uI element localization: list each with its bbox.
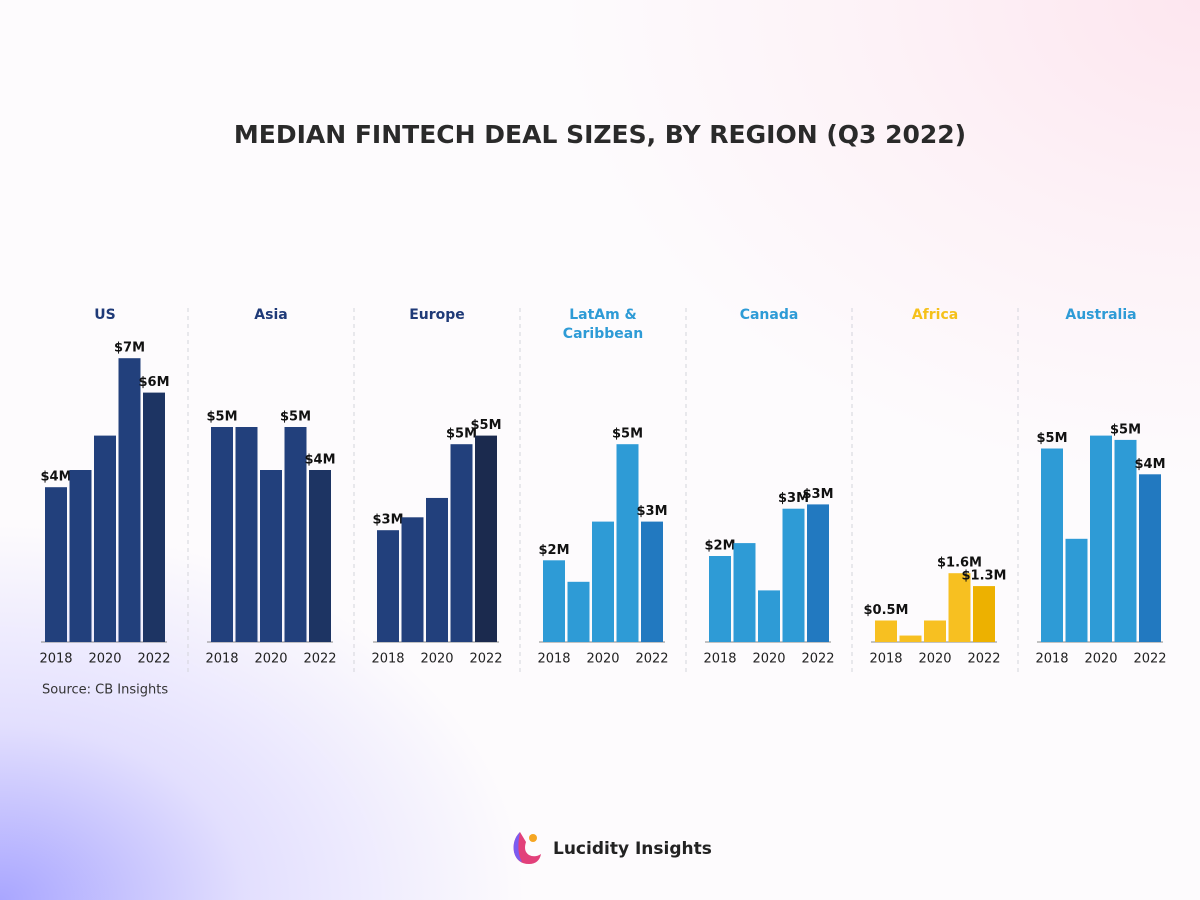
x-tick-label: 2022 <box>469 652 502 667</box>
bar <box>758 590 780 642</box>
panel-title: Africa <box>911 307 959 323</box>
panel-title: LatAm & Caribbean <box>562 307 644 342</box>
chart-title: MEDIAN FINTECH DEAL SIZES, BY REGION (Q3… <box>234 120 966 149</box>
bar <box>733 543 756 642</box>
x-tick-label: 2020 <box>88 652 121 667</box>
value-label: $3M <box>802 487 833 502</box>
value-label: $5M <box>206 410 237 425</box>
bar <box>973 586 995 642</box>
bar <box>1041 448 1063 642</box>
value-label: $3M <box>636 504 667 519</box>
logo-dot <box>529 834 537 842</box>
x-tick-label: 2018 <box>869 652 902 667</box>
bar <box>45 487 67 642</box>
bar <box>284 427 307 642</box>
x-tick-label: 2022 <box>1133 652 1166 667</box>
value-label: $5M <box>280 410 311 425</box>
x-tick-label: 2022 <box>137 652 170 667</box>
brand: Lucidity Insights <box>553 839 712 859</box>
x-tick-label: 2020 <box>918 652 951 667</box>
panel-title: US <box>94 307 116 323</box>
bar <box>426 497 448 642</box>
bar <box>260 470 282 642</box>
value-label: $5M <box>612 427 643 442</box>
bar <box>567 581 590 642</box>
bar <box>118 358 141 642</box>
value-label: $1.6M <box>937 556 982 571</box>
bar <box>211 427 233 642</box>
value-label: $3M <box>372 513 403 528</box>
bar <box>475 435 497 642</box>
bar <box>641 521 663 642</box>
bar <box>1065 538 1088 642</box>
source: Source: CB Insights <box>42 683 168 698</box>
value-label: $4M <box>304 453 335 468</box>
bar <box>782 508 805 642</box>
panel-title: Europe <box>409 307 465 323</box>
bar <box>235 427 258 642</box>
x-tick-label: 2022 <box>967 652 1000 667</box>
bar <box>1139 474 1161 642</box>
x-tick-label: 2022 <box>635 652 668 667</box>
bar <box>401 517 424 642</box>
logo-mark <box>513 832 541 864</box>
x-tick-label: 2018 <box>537 652 570 667</box>
panel-title: Canada <box>739 307 799 323</box>
bar <box>709 556 731 642</box>
x-tick-label: 2022 <box>801 652 834 667</box>
x-tick-label: 2018 <box>703 652 736 667</box>
value-label: $3M <box>778 491 809 506</box>
bar <box>924 620 946 642</box>
logo-mark-shade <box>513 832 522 862</box>
value-label: $1.3M <box>961 569 1006 584</box>
value-label: $5M <box>446 427 477 442</box>
bar <box>377 530 399 642</box>
x-tick-label: 2018 <box>371 652 404 667</box>
bar <box>592 521 614 642</box>
bar <box>69 470 92 642</box>
bar <box>543 560 565 642</box>
x-tick-label: 2020 <box>1084 652 1117 667</box>
bar <box>1090 435 1112 642</box>
bar <box>948 573 971 642</box>
value-label: $2M <box>538 543 569 558</box>
panel-title: Asia <box>254 307 288 323</box>
x-tick-label: 2018 <box>39 652 72 667</box>
value-label: $6M <box>138 375 169 390</box>
value-label: $4M <box>1134 457 1165 472</box>
value-label: $4M <box>40 470 71 485</box>
x-tick-label: 2020 <box>586 652 619 667</box>
bar <box>807 504 829 642</box>
bar <box>309 470 331 642</box>
bar <box>450 444 473 642</box>
x-tick-label: 2018 <box>205 652 238 667</box>
bar <box>94 435 116 642</box>
bar <box>143 392 165 642</box>
x-tick-label: 2020 <box>420 652 453 667</box>
bar <box>875 620 897 642</box>
value-label: $2M <box>704 539 735 554</box>
bar <box>1114 439 1137 642</box>
x-tick-label: 2018 <box>1035 652 1068 667</box>
logo <box>513 832 541 864</box>
x-tick-label: 2020 <box>254 652 287 667</box>
value-label: $5M <box>1036 431 1067 446</box>
value-label: $0.5M <box>863 603 908 618</box>
x-tick-label: 2020 <box>752 652 785 667</box>
bar <box>899 635 922 642</box>
panel-title: Australia <box>1065 307 1137 323</box>
bar <box>616 444 639 642</box>
value-label: $7M <box>114 341 145 356</box>
value-label: $5M <box>470 418 501 433</box>
x-tick-label: 2022 <box>303 652 336 667</box>
value-label: $5M <box>1110 422 1141 437</box>
